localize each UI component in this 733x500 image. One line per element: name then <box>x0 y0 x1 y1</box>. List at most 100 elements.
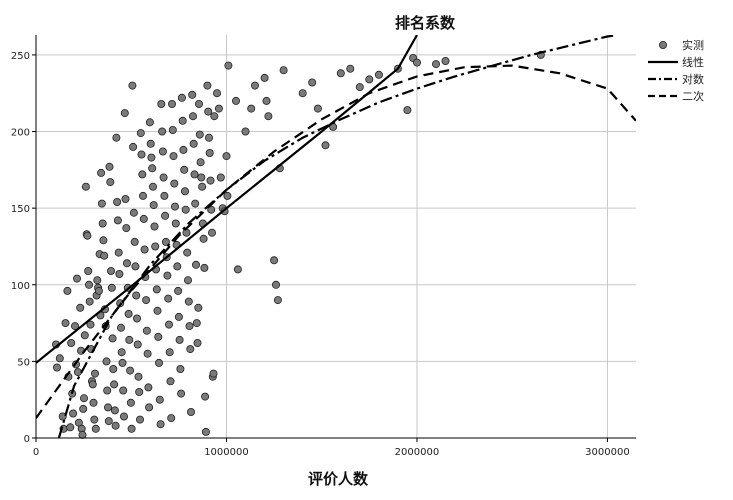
data-point <box>131 262 140 271</box>
data-point <box>169 152 178 161</box>
data-point <box>111 421 120 430</box>
data-point <box>106 178 115 187</box>
data-point <box>155 395 164 404</box>
data-point <box>91 369 100 378</box>
data-point <box>97 199 106 208</box>
data-point <box>135 387 144 396</box>
data-point <box>177 93 186 102</box>
data-point <box>223 191 232 200</box>
data-point <box>132 314 141 323</box>
data-point <box>102 357 111 366</box>
data-point <box>270 256 279 265</box>
data-point <box>205 148 214 157</box>
data-point <box>233 265 242 274</box>
data-point <box>110 380 119 389</box>
data-point <box>171 219 180 228</box>
data-point <box>117 323 126 332</box>
data-point <box>199 234 208 243</box>
data-point <box>222 152 231 161</box>
y-tick-label: 250 <box>11 51 30 62</box>
data-point <box>176 364 185 373</box>
data-point <box>158 147 167 156</box>
data-point <box>148 182 157 191</box>
legend-label: 对数 <box>682 72 704 86</box>
data-point <box>158 127 167 136</box>
data-point <box>149 201 158 210</box>
data-point <box>109 364 118 373</box>
x-axis-label: 评价人数 <box>308 470 369 488</box>
data-point <box>181 205 190 214</box>
data-point <box>174 286 183 295</box>
data-point <box>168 126 177 135</box>
data-point <box>190 170 199 179</box>
data-point <box>207 205 216 214</box>
data-point <box>164 320 173 329</box>
data-point <box>365 75 374 84</box>
x-tick-label: 1000000 <box>204 447 249 458</box>
data-point <box>183 248 192 257</box>
data-point <box>126 398 135 407</box>
y-tick-label: 150 <box>11 204 30 215</box>
data-point <box>191 260 200 269</box>
data-point <box>97 168 106 177</box>
data-point <box>216 173 225 182</box>
data-point <box>120 109 129 118</box>
data-point <box>336 69 345 78</box>
data-point <box>107 283 116 292</box>
data-point <box>207 228 216 237</box>
data-point <box>188 112 197 121</box>
grid <box>36 35 636 438</box>
data-point <box>94 286 103 295</box>
data-point <box>200 263 209 272</box>
data-point <box>154 358 163 367</box>
axes <box>32 35 636 442</box>
data-point <box>150 222 159 231</box>
chart-title: 排名系数 <box>395 14 456 32</box>
data-point <box>78 430 87 439</box>
data-point <box>137 150 146 159</box>
data-point <box>264 112 273 121</box>
data-point <box>192 319 201 328</box>
data-point <box>212 89 221 98</box>
data-point <box>198 182 207 191</box>
data-point <box>142 326 151 335</box>
data-point <box>148 164 157 173</box>
data-point <box>160 191 169 200</box>
legend-label: 二次 <box>682 89 704 103</box>
data-point <box>142 296 151 305</box>
data-point <box>313 104 322 113</box>
data-point <box>262 96 271 105</box>
data-point <box>441 57 450 66</box>
data-point <box>53 363 62 372</box>
data-point <box>132 291 141 300</box>
data-point <box>134 372 143 381</box>
data-point <box>86 320 95 329</box>
data-point <box>194 303 203 312</box>
data-point <box>159 173 168 182</box>
data-point <box>151 242 160 251</box>
data-point <box>99 236 108 245</box>
data-point <box>124 309 133 318</box>
data-point <box>66 423 75 432</box>
data-point <box>191 199 200 208</box>
data-point <box>147 153 156 162</box>
data-point <box>83 231 92 240</box>
data-point <box>170 179 179 188</box>
data-point <box>129 142 138 151</box>
data-point <box>206 176 215 185</box>
data-point <box>120 412 129 421</box>
legend-marker <box>659 41 668 50</box>
data-point <box>85 280 94 289</box>
data-point <box>122 224 131 233</box>
data-point <box>118 358 127 367</box>
data-point <box>179 145 188 154</box>
data-point <box>138 170 147 179</box>
legend-label: 实测 <box>682 38 704 52</box>
data-point <box>250 81 259 90</box>
legend-label: 线性 <box>682 55 704 69</box>
data-point <box>182 228 191 237</box>
x-tick-label: 2000000 <box>395 447 440 458</box>
data-point <box>61 319 70 328</box>
data-point <box>175 335 184 344</box>
